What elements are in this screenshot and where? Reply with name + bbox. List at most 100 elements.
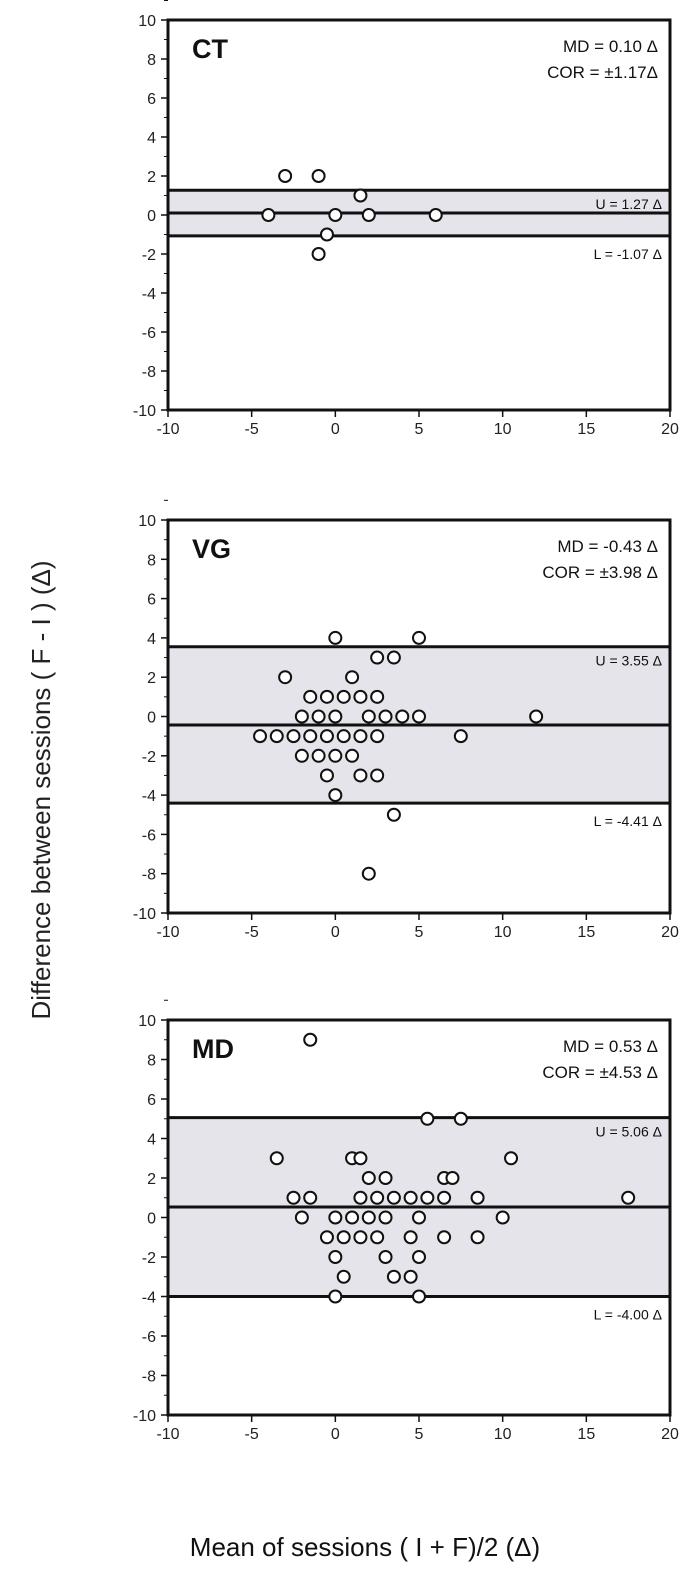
data-point — [328, 1289, 343, 1304]
data-point — [353, 1151, 368, 1166]
x-tick-label: 20 — [661, 924, 679, 941]
data-point — [386, 1190, 401, 1205]
x-tick-label: -10 — [156, 1426, 179, 1443]
data-point — [470, 1230, 485, 1245]
data-point — [278, 169, 293, 183]
data-point — [370, 768, 385, 783]
data-point — [370, 650, 385, 665]
y-tick-label: 4 — [147, 130, 156, 147]
data-point — [470, 1190, 485, 1205]
y-tick-label: 10 — [138, 1013, 156, 1030]
data-point — [328, 1250, 343, 1264]
data-point — [445, 1171, 460, 1185]
data-point — [361, 866, 376, 881]
lower-limit-label: L = -4.00 Δ — [594, 1307, 662, 1323]
mean-difference-label: MD = 0.10 Δ — [563, 37, 658, 56]
data-point — [386, 807, 401, 822]
cor-label: COR = ±4.53 Δ — [542, 1063, 658, 1082]
y-tick-label: 2 — [147, 1171, 156, 1188]
data-point — [311, 709, 326, 724]
data-point — [336, 689, 351, 704]
y-tick-label: 6 — [147, 592, 156, 609]
y-tick-label: -2 — [142, 247, 156, 264]
panel-title: VG — [192, 534, 231, 564]
panel-title: MD — [192, 1034, 234, 1064]
data-point — [261, 208, 276, 222]
data-point — [529, 709, 544, 724]
y-tick-label: 10 — [138, 513, 156, 530]
y-tick-label: -10 — [133, 403, 156, 420]
data-point — [428, 208, 443, 222]
data-point — [294, 709, 309, 724]
data-point — [345, 670, 360, 685]
data-point — [361, 709, 376, 724]
x-tick-label: 15 — [577, 421, 595, 438]
data-point — [361, 1171, 376, 1185]
data-point — [453, 729, 468, 744]
y-tick-label: -8 — [142, 867, 156, 884]
data-point — [253, 729, 268, 744]
x-tick-label: 0 — [331, 421, 340, 438]
data-point — [328, 208, 343, 222]
x-tick-label: -5 — [245, 421, 259, 438]
x-tick-label: 10 — [494, 421, 512, 438]
y-tick-label: -8 — [142, 1369, 156, 1386]
data-point — [319, 1230, 334, 1245]
data-point — [319, 689, 334, 704]
data-point — [361, 1210, 376, 1225]
data-point — [294, 748, 309, 763]
data-point — [328, 709, 343, 724]
data-point — [403, 1230, 418, 1245]
data-point — [319, 227, 334, 242]
y-tick-label: -2 — [142, 1250, 156, 1267]
data-point — [370, 729, 385, 744]
x-tick-label: 20 — [661, 421, 679, 438]
data-point — [420, 1190, 435, 1205]
data-point — [311, 247, 326, 261]
x-tick-label: 10 — [494, 924, 512, 941]
y-tick-label: -6 — [142, 827, 156, 844]
x-tick-label: 20 — [661, 1426, 679, 1443]
upper-limit-label: U = 3.55 Δ — [595, 653, 662, 669]
data-point — [353, 1190, 368, 1205]
data-point — [286, 1190, 301, 1205]
cor-label: COR = ±1.17Δ — [547, 63, 658, 82]
panel-title: CT — [192, 34, 228, 64]
data-point — [378, 1171, 393, 1185]
x-tick-label: -5 — [245, 924, 259, 941]
y-tick-label: 8 — [147, 52, 156, 69]
x-tick-label: -5 — [245, 1426, 259, 1443]
x-tick-label: 5 — [415, 1426, 424, 1443]
x-tick-label: 5 — [415, 421, 424, 438]
data-point — [336, 1269, 351, 1284]
data-point — [328, 630, 343, 645]
data-point — [504, 1151, 519, 1166]
data-point — [386, 650, 401, 665]
y-tick-label: 10 — [138, 13, 156, 30]
data-point — [269, 729, 284, 744]
data-point — [319, 768, 334, 783]
data-point — [345, 1210, 360, 1225]
data-point — [353, 689, 368, 704]
data-point — [336, 1230, 351, 1245]
x-tick-label: 15 — [577, 924, 595, 941]
y-tick-label: 4 — [147, 631, 156, 648]
x-tick-label: 15 — [577, 1426, 595, 1443]
data-point — [412, 1289, 426, 1304]
y-tick-label: 0 — [147, 208, 156, 225]
data-point — [412, 1210, 426, 1225]
y-tick-label: 2 — [147, 169, 156, 186]
y-axis-label: Difference between sessions ( F - I ) (Δ… — [26, 560, 56, 1019]
data-point — [303, 689, 318, 704]
data-point — [378, 1210, 393, 1225]
y-tick-label: -6 — [142, 1329, 156, 1346]
mean-difference-label: MD = 0.53 Δ — [563, 1037, 658, 1056]
data-point — [453, 1111, 468, 1126]
data-point — [303, 1032, 318, 1047]
data-point — [319, 729, 334, 744]
lower-limit-label: L = -4.41 Δ — [594, 813, 662, 829]
